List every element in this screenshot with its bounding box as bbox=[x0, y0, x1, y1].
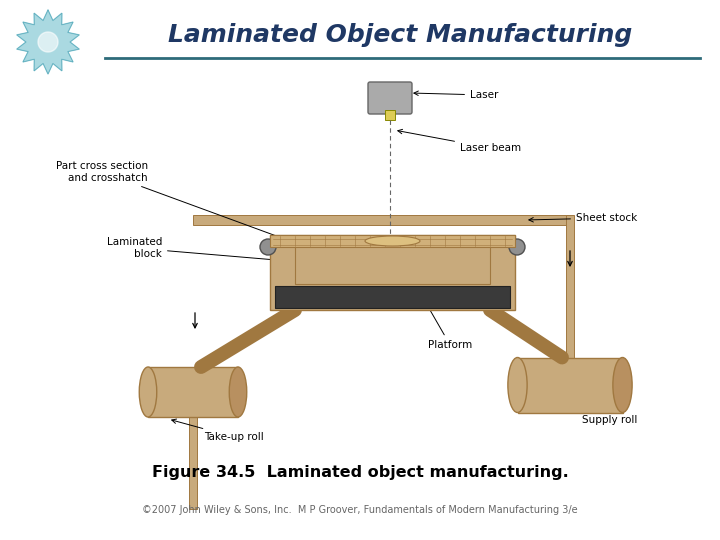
Ellipse shape bbox=[613, 357, 632, 413]
Text: Platform: Platform bbox=[424, 300, 472, 350]
Text: Laminated Object Manufacturing: Laminated Object Manufacturing bbox=[168, 23, 632, 47]
Text: Supply roll: Supply roll bbox=[582, 397, 637, 425]
Ellipse shape bbox=[229, 367, 247, 417]
Bar bbox=[193, 215, 570, 225]
Text: Figure 34.5  Laminated object manufacturing.: Figure 34.5 Laminated object manufacturi… bbox=[152, 464, 568, 480]
Text: Part cross section
and crosshatch: Part cross section and crosshatch bbox=[56, 161, 287, 240]
Ellipse shape bbox=[508, 357, 527, 413]
Bar bbox=[518, 357, 623, 413]
Bar bbox=[295, 240, 490, 284]
Bar bbox=[275, 286, 510, 308]
Text: Laser beam: Laser beam bbox=[397, 130, 521, 153]
Text: Take-up roll: Take-up roll bbox=[172, 419, 264, 442]
Ellipse shape bbox=[509, 239, 525, 255]
Text: Laminated
block: Laminated block bbox=[107, 237, 296, 264]
Ellipse shape bbox=[260, 239, 276, 255]
Text: ©2007 John Wiley & Sons, Inc.  M P Groover, Fundamentals of Modern Manufacturing: ©2007 John Wiley & Sons, Inc. M P Groove… bbox=[142, 505, 578, 515]
Ellipse shape bbox=[139, 367, 157, 417]
Ellipse shape bbox=[365, 236, 420, 246]
Text: Laser: Laser bbox=[414, 90, 498, 100]
Text: Sheet stock: Sheet stock bbox=[529, 213, 637, 223]
Polygon shape bbox=[17, 10, 79, 74]
Bar bbox=[270, 235, 515, 247]
FancyBboxPatch shape bbox=[368, 82, 412, 114]
Circle shape bbox=[38, 32, 58, 52]
Bar bbox=[270, 235, 515, 310]
Bar bbox=[566, 215, 574, 357]
Bar bbox=[148, 367, 238, 417]
Bar bbox=[189, 367, 197, 509]
Bar bbox=[385, 110, 395, 120]
